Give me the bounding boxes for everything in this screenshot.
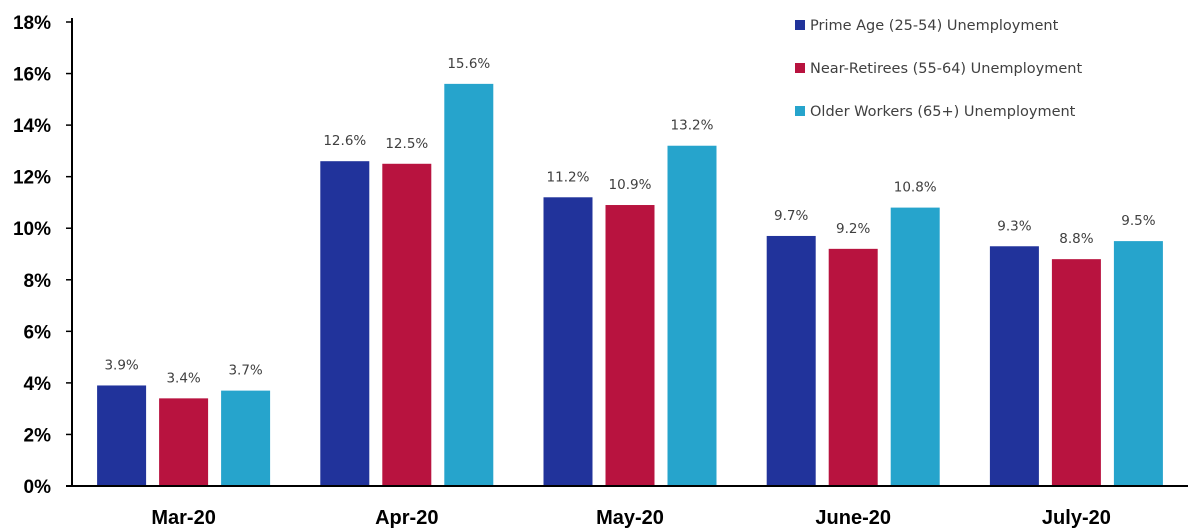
bar [382,163,432,486]
bar [989,246,1039,486]
data-label: 9.3% [997,218,1031,234]
data-label: 3.4% [166,370,200,386]
bar [766,235,816,486]
data-label: 12.6% [323,133,366,149]
y-tick-label: 14% [13,116,51,137]
y-tick-label: 16% [13,65,51,86]
y-tick-label: 2% [24,425,52,446]
y-tick-label: 12% [13,168,51,189]
legend-swatch [795,20,805,30]
y-tick-label: 8% [24,271,52,292]
y-tick-label: 18% [13,13,51,34]
bar [543,197,593,487]
x-tick-label: May-20 [596,507,664,529]
bar [667,145,717,486]
bar [890,207,940,486]
legend-label: Prime Age (25-54) Unemployment [810,18,1059,34]
data-label: 11.2% [547,169,590,185]
legend-swatch [795,106,805,116]
x-axis-tick-labels: Mar-20 Apr-20 May-20 June-20 July-20 [151,507,1111,529]
bar [159,398,209,486]
x-tick-label: June-20 [815,507,891,529]
legend-label: Near-Retirees (55-64) Unemployment [810,61,1082,77]
data-label: 10.8% [894,180,937,196]
data-label: 15.6% [447,56,490,72]
bars [97,83,1163,487]
bar [221,390,271,486]
bar [605,205,655,486]
y-axis-tick-labels: 0% 2% 4% 6% 8% 10% 12% 14% 16% 18% [13,13,51,498]
data-label: 12.5% [385,136,428,152]
data-label: 9.5% [1121,213,1155,229]
legend: Prime Age (25-54) Unemployment Near-Retir… [795,18,1082,120]
data-label: 10.9% [609,177,652,193]
data-label: 3.7% [228,363,262,379]
x-tick-label: July-20 [1042,507,1111,529]
bar [1113,241,1163,486]
data-label: 8.8% [1059,231,1093,247]
x-tick-label: Mar-20 [151,507,215,529]
bar [444,83,494,486]
data-label: 9.2% [836,221,870,237]
legend-swatch [795,63,805,73]
data-labels: 3.9% 3.4% 3.7% 12.6% 12.5% 15.6% 11.2% 10.9% 13.… [104,56,1155,386]
legend-label: Older Workers (65+) Unemployment [810,104,1076,120]
y-tick-label: 10% [13,219,51,240]
bar [97,385,147,486]
y-tick-label: 4% [24,374,52,395]
axes [66,18,1188,487]
y-tick-label: 0% [24,477,52,498]
data-label: 3.9% [104,357,138,373]
bar [320,161,370,486]
data-label: 9.7% [774,208,808,224]
x-tick-label: Apr-20 [375,507,438,529]
bar [828,248,878,486]
bar [1051,259,1101,486]
y-tick-label: 6% [24,322,52,343]
data-label: 13.2% [671,118,714,134]
